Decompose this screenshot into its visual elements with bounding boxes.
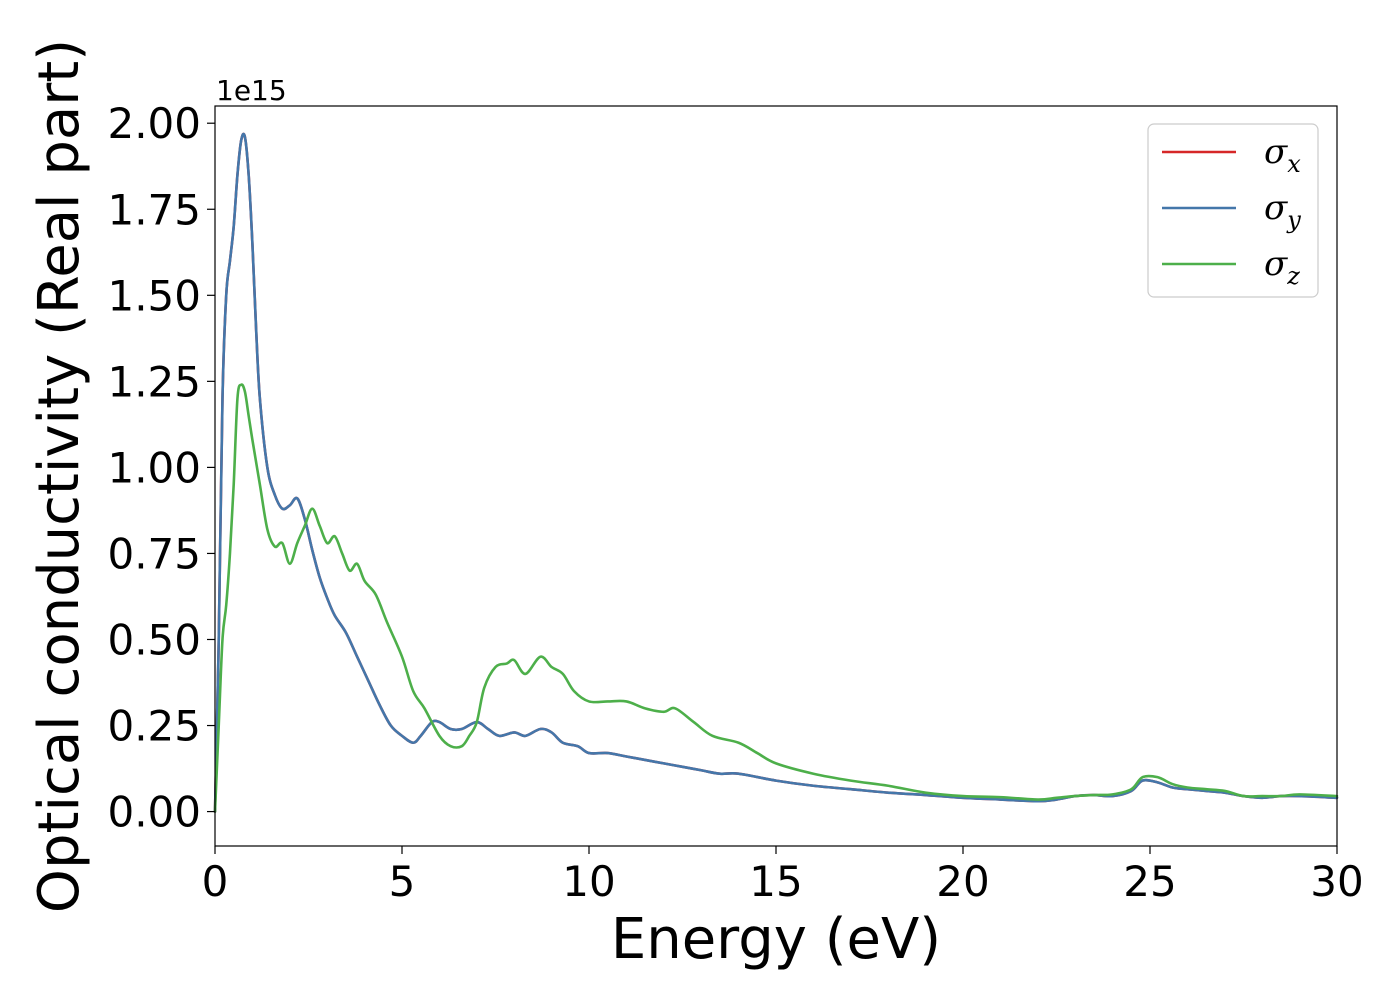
x-tick-label: 15 [749, 857, 802, 906]
x-tick-label: 5 [389, 857, 416, 906]
y-tick-label: 2.00 [107, 99, 201, 148]
legend-label-x: σx [1264, 132, 1301, 178]
y-offset-text: 1e15 [216, 74, 287, 107]
legend-label-y: σy [1264, 188, 1301, 234]
y-tick-label: 1.75 [107, 185, 201, 234]
x-tick-label: 30 [1310, 857, 1363, 906]
series-lines [213, 132, 1339, 813]
legend-label-z: σz [1264, 244, 1300, 290]
x-axis-title: Energy (eV) [611, 907, 941, 972]
x-axis: 0 5 10 15 20 25 30 [202, 846, 1364, 906]
series-line-z [213, 383, 1339, 813]
x-tick-label: 10 [562, 857, 615, 906]
legend-box [1147, 123, 1319, 298]
y-tick-label: 1.50 [107, 271, 201, 320]
y-tick-label: 0.75 [107, 529, 201, 578]
y-axis-title: Optical conductivity (Real part) [27, 39, 92, 913]
x-tick-label: 25 [1123, 857, 1176, 906]
legend: σx σy σz [1147, 123, 1319, 298]
y-tick-label: 1.00 [107, 443, 201, 492]
y-tick-label: 0.25 [107, 702, 201, 751]
x-tick-label: 20 [936, 857, 989, 906]
y-tick-label: 0.50 [107, 615, 201, 664]
y-tick-label: 1.25 [107, 357, 201, 406]
y-axis: 0.00 0.25 0.50 0.75 1.00 1.25 1.50 1.75 2.00 [107, 99, 215, 837]
x-tick-label: 0 [202, 857, 229, 906]
y-tick-label: 0.00 [107, 788, 201, 837]
